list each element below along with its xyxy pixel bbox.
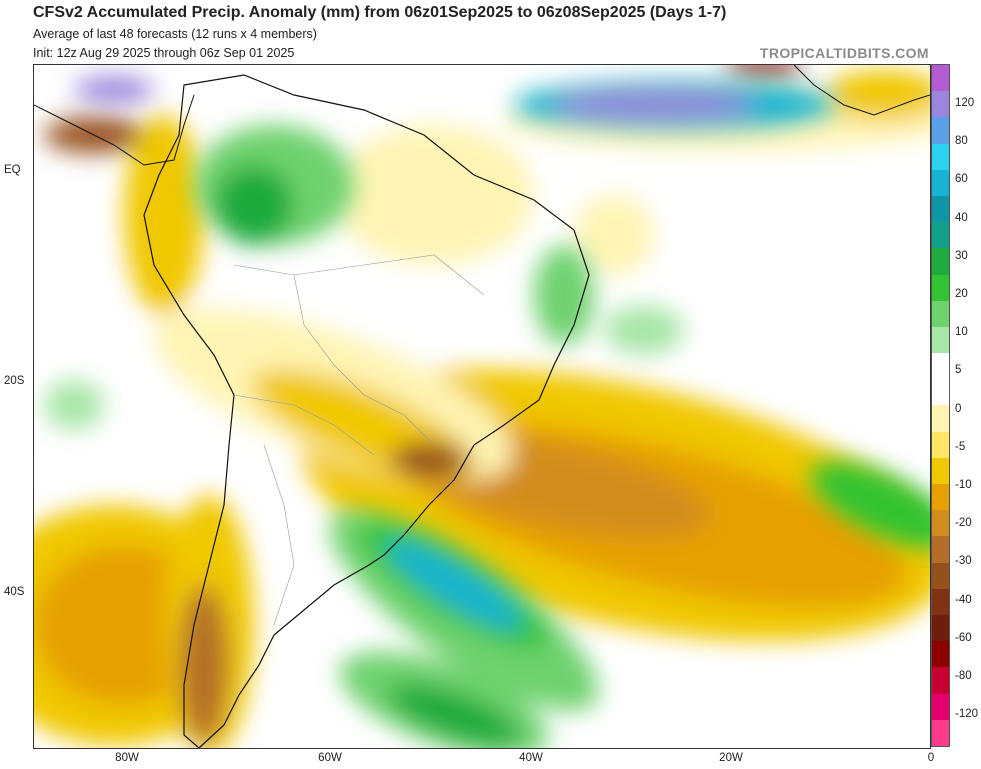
colorbar-tick-label: 80: [955, 135, 968, 148]
colorbar-tick-label: -10: [955, 479, 972, 491]
colorbar-segment: [932, 536, 949, 563]
lon-label-40w: 40W: [519, 752, 543, 764]
anomaly-field: [34, 65, 930, 748]
precip-anomaly-map: [33, 64, 931, 749]
colorbar-segment: [932, 195, 949, 223]
colorbar-tick-label: 60: [955, 173, 968, 186]
colorbar-segment: [932, 353, 949, 380]
lat-label-40s: 40S: [4, 586, 25, 598]
colorbar-tick-label: 0: [955, 402, 962, 415]
colorbar-segment: [932, 719, 949, 746]
colorbar-segment: [932, 326, 949, 354]
lon-label-60w: 60W: [318, 752, 342, 764]
colorbar-segment: [932, 248, 949, 275]
colorbar-segment: [932, 117, 949, 144]
south-america-coastline: [143, 74, 590, 748]
colorbar-tick-label: -30: [955, 555, 972, 568]
colorbar-segment: [932, 562, 949, 589]
colorbar-segment: [932, 300, 949, 327]
colorbar-segment: [932, 431, 949, 458]
colorbar-segment: [932, 641, 949, 668]
lat-label-eq: EQ: [4, 164, 21, 176]
africa-coastline: [793, 65, 930, 116]
colorbar-tick-label: -20: [955, 517, 972, 530]
map-canvas: [34, 65, 930, 748]
map-title: CFSv2 Accumulated Precip. Anomaly (mm) f…: [33, 4, 727, 21]
colorbar-segment: [932, 667, 949, 694]
colorbar-segment: [932, 65, 949, 92]
colorbar-tick-label: 120: [955, 97, 975, 109]
colorbar-segment: [932, 222, 949, 249]
colorbar-tick-label: -120: [955, 708, 979, 721]
country-borders: [233, 254, 485, 626]
colorbar-tick-label: -40: [955, 593, 972, 606]
colorbar-tick-label: -5: [955, 440, 966, 453]
lon-label-80w: 80W: [115, 752, 139, 764]
colorbar-segment: [932, 484, 949, 511]
colorbar-tick-label: 5: [955, 364, 962, 377]
colorbar-segment: [932, 143, 949, 170]
colorbar-segment: [932, 614, 949, 642]
colorbar-tick-label: 20: [955, 288, 968, 300]
map-subtitle-ensemble: Average of last 48 forecasts (12 runs x …: [33, 27, 317, 41]
colorbar-tick-label: 30: [955, 249, 968, 262]
colorbar-segment: [932, 510, 949, 537]
lon-label-0: 0: [927, 752, 935, 764]
colorbar-segment: [932, 457, 949, 484]
colorbar-segment: [932, 169, 949, 196]
precip-colorbar: [931, 64, 950, 747]
lon-label-20w: 20W: [719, 752, 743, 764]
lat-label-20s: 20S: [4, 375, 25, 387]
colorbar-segment: [932, 588, 949, 615]
colorbar-tick-label: -60: [955, 631, 972, 644]
colorbar-segment: [932, 91, 949, 118]
colorbar-segment: [932, 693, 949, 720]
map-subtitle-init: Init: 12z Aug 29 2025 through 06z Sep 01…: [33, 46, 295, 60]
colorbar-tick-label: 10: [955, 326, 968, 339]
colorbar-segment: [932, 379, 949, 406]
colorbar-tick-label: -80: [955, 670, 972, 682]
colorbar-segment: [932, 405, 949, 432]
colorbar-segment: [932, 274, 949, 301]
central-america-coastline: [34, 94, 195, 166]
brand-watermark: TROPICALTIDBITS.COM: [759, 45, 929, 61]
colorbar-tick-label: 40: [955, 211, 968, 224]
